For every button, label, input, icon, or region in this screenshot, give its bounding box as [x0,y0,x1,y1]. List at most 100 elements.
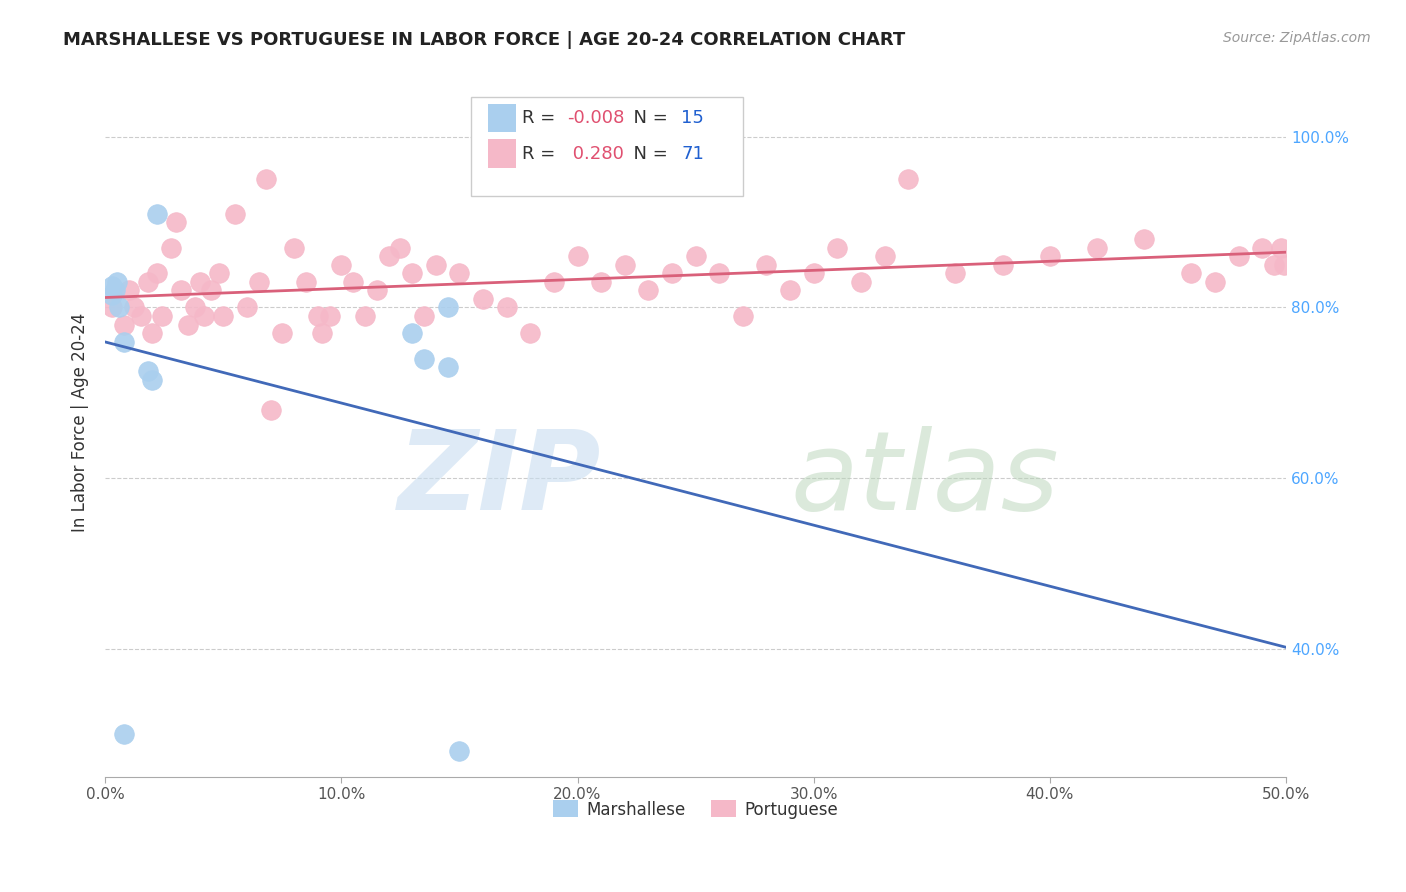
Point [425,258,447,272]
Point [591,275,613,289]
Point [709,266,731,280]
Point [129,309,152,323]
Point [207,266,229,280]
Text: ZIP: ZIP [398,425,602,533]
Point [283,241,305,255]
Point [401,326,423,340]
Point [330,258,353,272]
Point [436,360,458,375]
Point [1085,241,1108,255]
Point [827,241,849,255]
Point [1251,241,1274,255]
Point [146,266,169,280]
Point [108,301,131,315]
Point [200,284,222,298]
Point [543,275,565,289]
Point [136,364,159,378]
Point [212,309,235,323]
Point [105,275,128,289]
Point [136,275,159,289]
Point [897,172,920,186]
Text: R =: R = [522,145,561,162]
Point [193,309,215,323]
Text: R =: R = [522,109,561,127]
Point [184,301,207,315]
Point [685,249,707,263]
Point [1270,241,1292,255]
Text: atlas: atlas [790,425,1059,533]
Point [519,326,541,340]
Text: -0.008: -0.008 [567,109,624,127]
Point [141,373,163,387]
Text: 0.280: 0.280 [567,145,624,162]
Point [1227,249,1250,263]
Point [377,249,399,263]
Point [1133,232,1156,246]
Point [146,206,169,220]
Point [449,266,471,280]
Point [112,727,135,741]
Point [637,284,659,298]
Point [112,318,135,332]
Text: N =: N = [623,109,673,127]
Text: Source: ZipAtlas.com: Source: ZipAtlas.com [1223,31,1371,45]
Point [318,309,340,323]
Point [188,275,211,289]
Point [112,334,135,349]
Point [295,275,318,289]
Point [1263,258,1285,272]
Point [259,403,281,417]
Point [849,275,872,289]
Point [170,284,193,298]
Point [160,241,183,255]
Point [873,249,896,263]
Point [1180,266,1202,280]
Point [224,206,246,220]
Point [1272,258,1295,272]
Point [755,258,778,272]
Point [449,744,471,758]
Point [389,241,412,255]
Text: 15: 15 [682,109,704,127]
Point [122,301,145,315]
Point [991,258,1014,272]
Point [731,309,754,323]
Legend: Marshallese, Portuguese: Marshallese, Portuguese [547,794,845,825]
Point [311,326,333,340]
FancyBboxPatch shape [488,139,516,168]
Point [101,301,124,315]
Point [803,266,825,280]
Y-axis label: In Labor Force | Age 20-24: In Labor Force | Age 20-24 [72,313,89,533]
Point [436,301,458,315]
Point [236,301,259,315]
Point [254,172,277,186]
Point [354,309,377,323]
Point [141,326,163,340]
Point [613,258,636,272]
Point [307,309,329,323]
Point [1039,249,1062,263]
Point [413,351,436,366]
Text: N =: N = [623,145,673,162]
Point [1204,275,1226,289]
Point [472,292,495,306]
Point [104,284,127,298]
Point [247,275,270,289]
Point [401,266,423,280]
Point [661,266,683,280]
Point [177,318,200,332]
Point [943,266,966,280]
FancyBboxPatch shape [471,97,742,196]
Point [101,279,124,293]
Point [118,284,141,298]
Point [271,326,294,340]
Point [150,309,173,323]
Point [413,309,436,323]
Point [165,215,187,229]
Point [366,284,388,298]
Text: 71: 71 [682,145,704,162]
FancyBboxPatch shape [488,104,516,132]
Point [342,275,364,289]
Text: MARSHALLESE VS PORTUGUESE IN LABOR FORCE | AGE 20-24 CORRELATION CHART: MARSHALLESE VS PORTUGUESE IN LABOR FORCE… [63,31,905,49]
Point [101,287,124,301]
